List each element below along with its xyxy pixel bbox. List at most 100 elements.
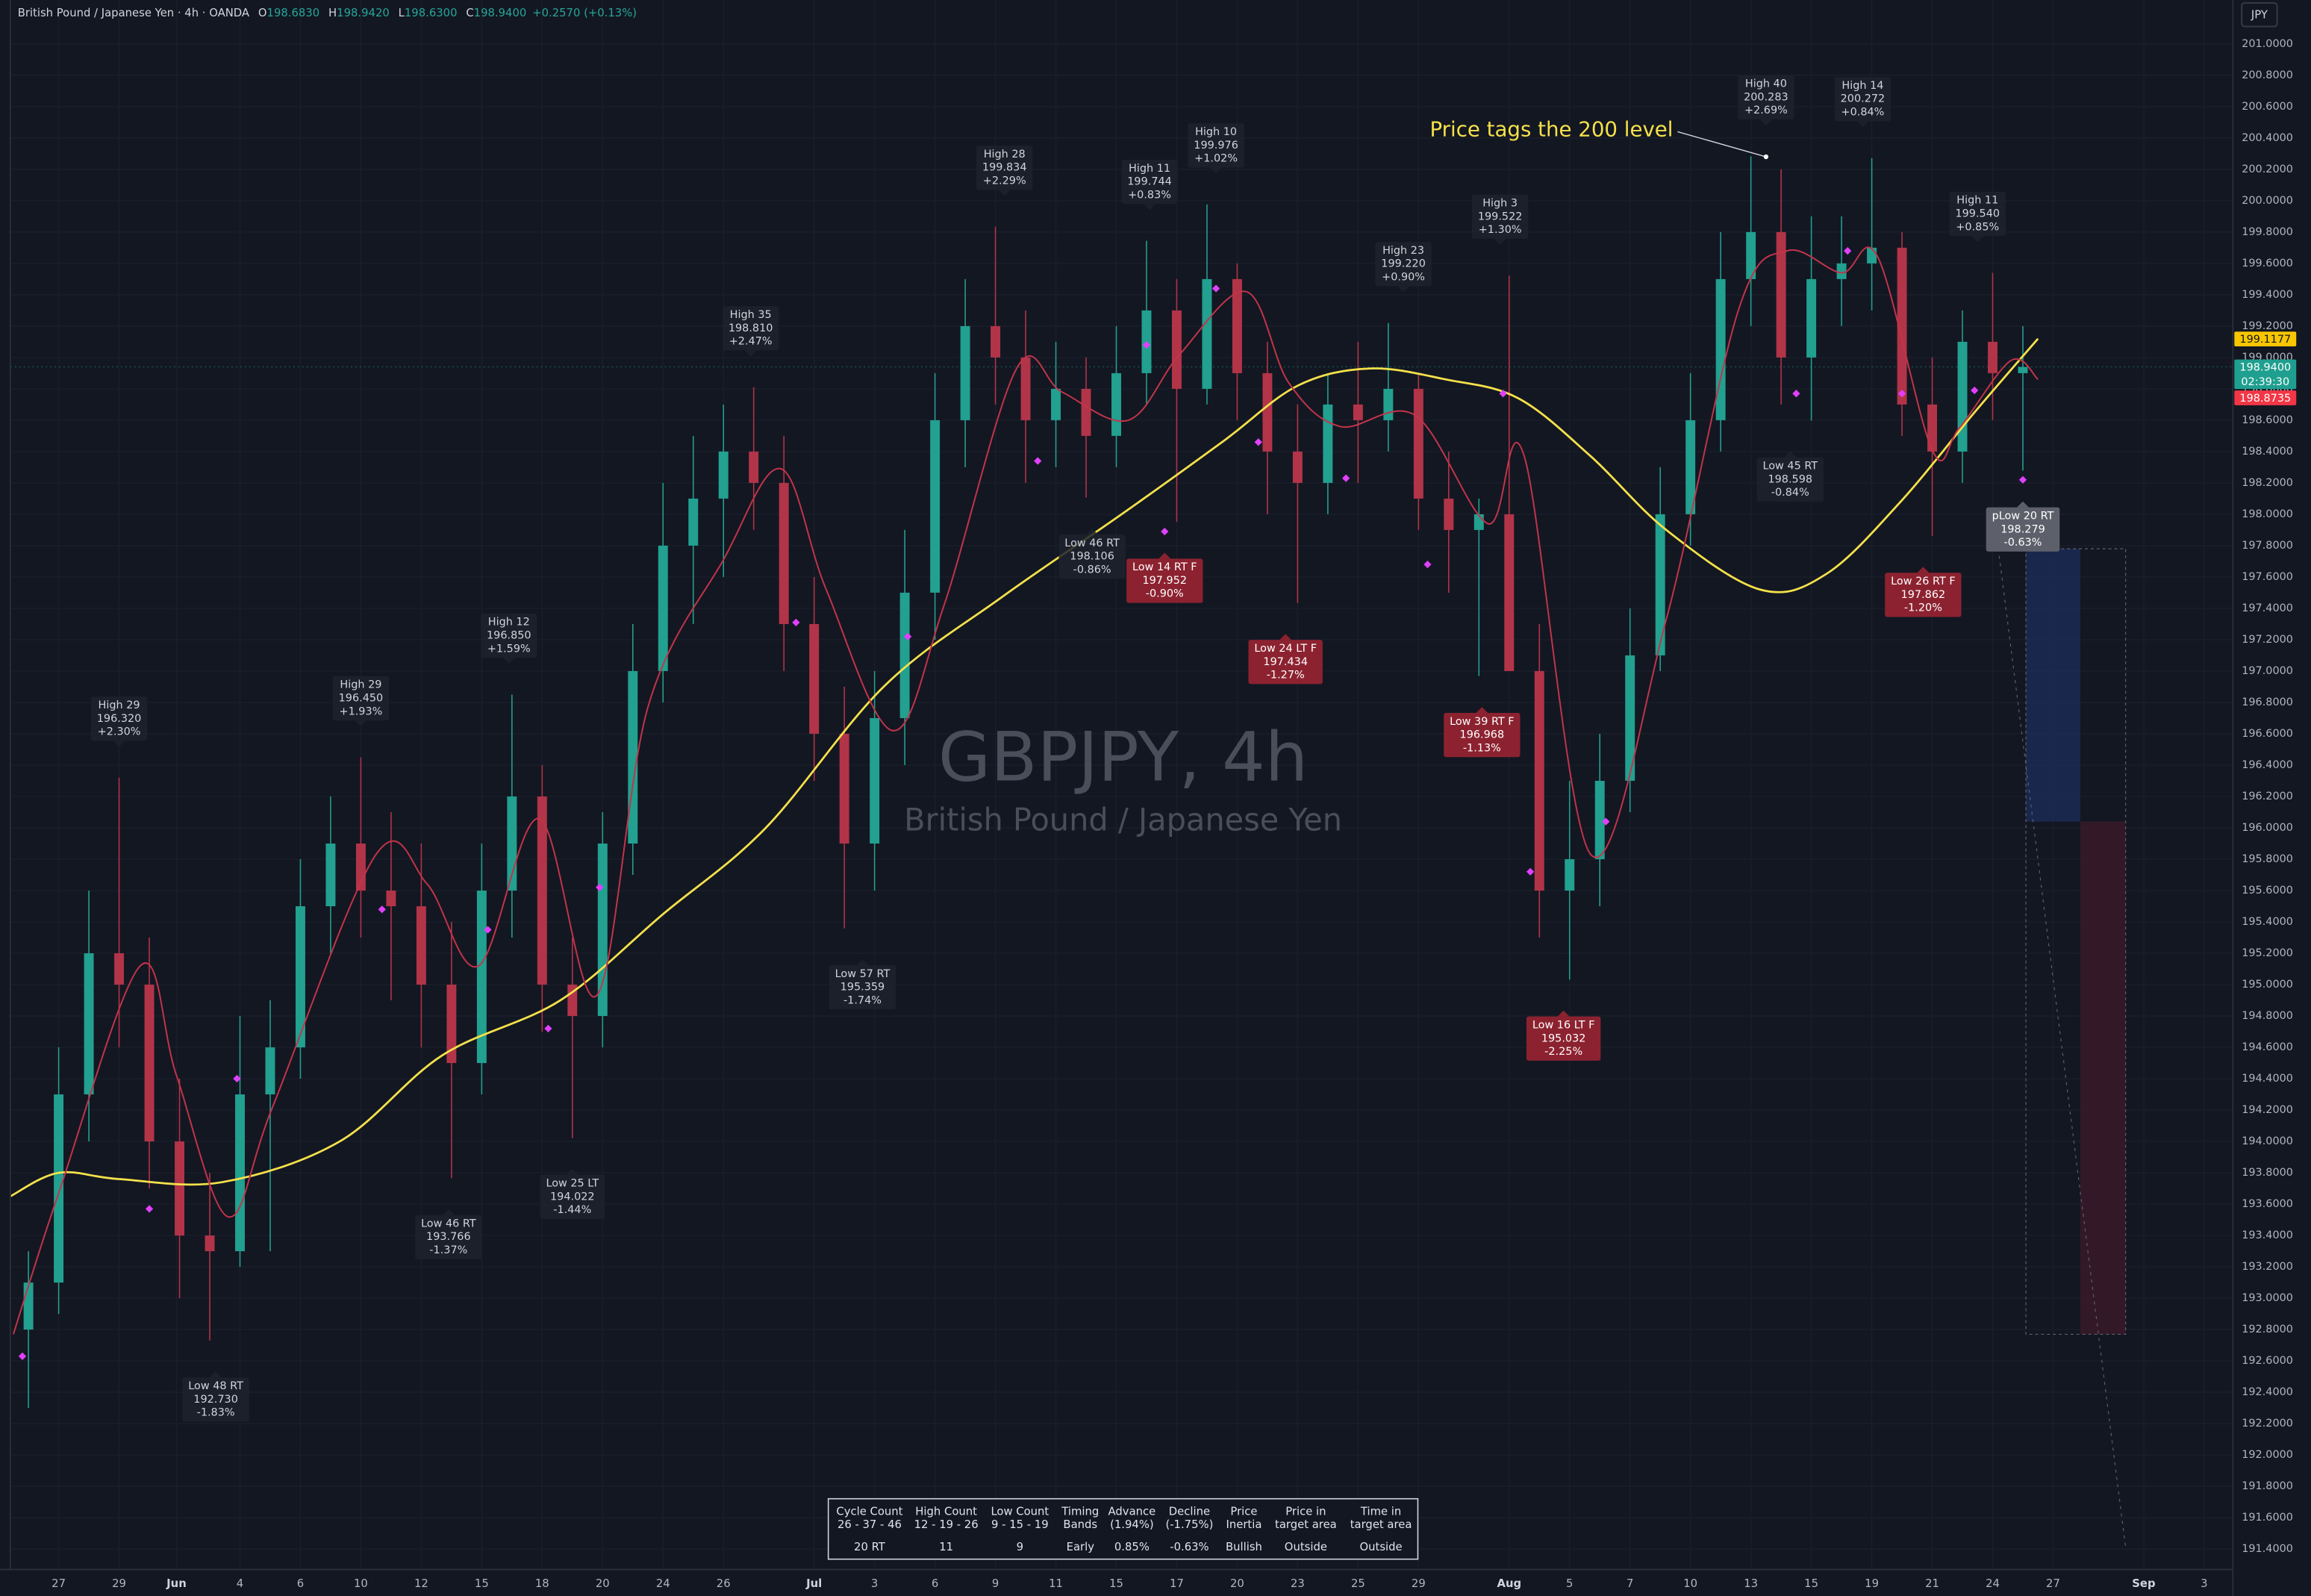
y-tick-label: 200.4000: [2242, 132, 2293, 144]
pivot-label-text: High 35: [730, 309, 772, 321]
candle-body: [2018, 367, 2028, 373]
candle-body: [1715, 278, 1726, 420]
candle-body: [1020, 357, 1031, 420]
candle-body: [960, 325, 970, 420]
pivot-label-text: High 11: [1129, 163, 1170, 175]
currency-button[interactable]: [2241, 1, 2278, 28]
candle-body: [84, 953, 94, 1095]
price-tag: [2234, 331, 2297, 347]
pivot-marker: [792, 618, 800, 626]
candle-body: [1897, 247, 1907, 405]
pivot-label-text: +1.30%: [1479, 224, 1522, 236]
price-tag-label: 198.9400: [2239, 361, 2291, 373]
candle-body: [1806, 278, 1817, 358]
pivot-marker: [145, 1205, 154, 1213]
y-tick-label: 196.4000: [2242, 759, 2293, 771]
candle-body: [991, 325, 1001, 358]
y-tick-label: 198.0000: [2242, 508, 2293, 520]
candle-body: [1232, 278, 1242, 373]
candle-body: [446, 985, 457, 1064]
table-header: Decline: [1169, 1505, 1210, 1518]
y-tick-label: 197.0000: [2242, 665, 2293, 677]
quote-value: 198.6830: [267, 7, 320, 19]
y-tick-label: 194.6000: [2242, 1041, 2293, 1053]
x-tick-label: 10: [354, 1577, 368, 1590]
candle-body: [54, 1094, 64, 1283]
pivot-label-pointer: [998, 190, 1011, 196]
x-tick-label: 4: [237, 1577, 243, 1590]
pivot-label-text: 197.434: [1263, 656, 1308, 668]
candle-body: [1292, 451, 1303, 483]
pivot-label-pointer: [1279, 634, 1292, 640]
y-tick-label: 193.2000: [2242, 1261, 2293, 1273]
pivot-label-pointer: [2017, 501, 2029, 508]
pivot-labels: High 29 196.320+2.30% Low 48 RT 192.730-1.8…: [90, 75, 2060, 1422]
pivot-label-box: [1986, 507, 2060, 552]
pivot-label-pointer: [856, 959, 869, 965]
table-cell: -0.63%: [1170, 1541, 1208, 1553]
pivot-label-text: 198.810: [729, 322, 773, 334]
candle-body: [1202, 278, 1212, 389]
y-tick-label: 196.2000: [2242, 791, 2293, 802]
pivot-label-text: High 14: [1841, 80, 1883, 92]
y-tick-label: 193.0000: [2242, 1292, 2293, 1304]
candle-body: [1262, 372, 1273, 452]
pivot-label-text: 194.022: [550, 1191, 595, 1203]
pivot-label-text: 196.968: [1460, 729, 1505, 741]
table-cell: 0.85%: [1114, 1541, 1150, 1553]
quote-value: 198.6300: [405, 7, 458, 19]
pivot-label-pointer: [1494, 238, 1506, 245]
pivot-label-text: Low 25 LT: [546, 1178, 599, 1190]
watermark-symbol: GBPJPY, 4h: [938, 719, 1308, 797]
annotation-point: [1763, 154, 1769, 160]
candle-body: [1444, 498, 1454, 530]
y-tick-label: 191.6000: [2242, 1512, 2293, 1524]
pivot-label-pointer: [1759, 119, 1772, 125]
table-header: 12 - 19 - 26: [914, 1518, 979, 1531]
pivot-marker: [1034, 457, 1042, 465]
pivot-label-pointer: [1158, 552, 1171, 559]
table-header: Price: [1230, 1505, 1257, 1518]
annotation-text: Price tags the 200 level: [1429, 117, 1673, 142]
x-tick-label: Aug: [1497, 1577, 1521, 1590]
pivot-marker: [1211, 284, 1220, 293]
x-tick-label: 11: [1049, 1577, 1063, 1590]
candle-body: [325, 843, 336, 907]
currency-label[interactable]: JPY: [2251, 9, 2268, 22]
pivot-label-box: [1188, 123, 1244, 168]
pivot-marker: [1423, 560, 1432, 569]
pivot-label-text: 199.744: [1127, 176, 1172, 188]
y-tick-label: 194.8000: [2242, 1010, 2293, 1022]
y-tick-label: 199.2000: [2242, 320, 2293, 332]
pivot-label-text: High 3: [1482, 198, 1518, 210]
pivot-label-text: 199.834: [982, 162, 1027, 174]
pivot-marker: [484, 926, 492, 934]
x-tick-label: 5: [1566, 1577, 1573, 1590]
pivot-label-pointer: [355, 720, 367, 727]
candle-body: [1594, 780, 1605, 859]
pivot-marker: [1142, 340, 1151, 349]
pivot-label-text: High 10: [1195, 126, 1237, 138]
pivot-label-text: +1.02%: [1194, 153, 1238, 165]
candle-body: [1776, 231, 1786, 358]
target-zone: [2080, 821, 2126, 1335]
pivot-label-text: -1.13%: [1463, 742, 1501, 754]
candle-body: [1927, 404, 1938, 452]
pivot-label-box: [481, 613, 537, 658]
table-cell: 11: [939, 1541, 953, 1553]
pivot-label-box: [1121, 160, 1178, 205]
price-tag-label: 199.1177: [2239, 334, 2291, 346]
pivot-label-text: 200.272: [1841, 93, 1886, 105]
candle-body: [1353, 404, 1363, 420]
table-header: High Count: [915, 1505, 977, 1518]
pivot-label-text: Low 39 RT F: [1450, 716, 1515, 728]
table-header: Advance: [1108, 1505, 1156, 1518]
pivot-label-text: +2.30%: [98, 726, 141, 738]
x-tick-label: 25: [1351, 1577, 1365, 1590]
indicator-line: [10, 337, 2039, 1197]
pivot-label-box: [1526, 1016, 1601, 1061]
pivot-label-text: -0.90%: [1146, 588, 1184, 600]
pivot-label-text: Low 57 RT: [835, 968, 891, 980]
candle-body: [537, 796, 547, 985]
pivot-label-box: [829, 964, 896, 1010]
